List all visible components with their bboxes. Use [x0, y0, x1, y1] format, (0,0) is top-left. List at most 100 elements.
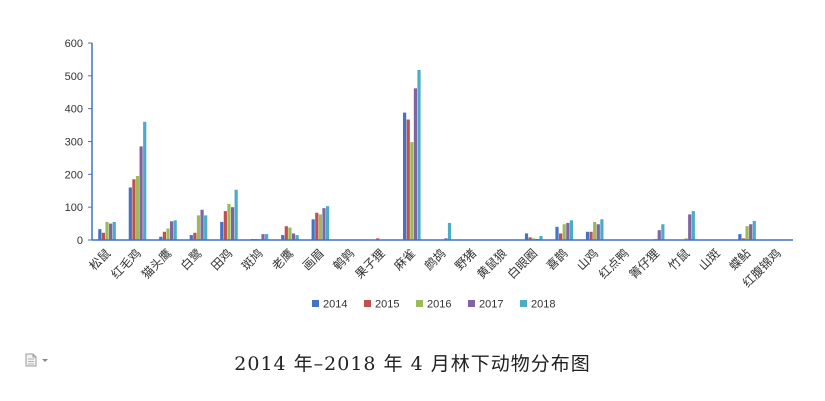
legend-swatch — [520, 300, 527, 307]
bar — [745, 226, 749, 240]
bar — [752, 220, 756, 240]
bar — [566, 222, 570, 240]
x-tick-label: 鹧鸪 — [421, 246, 449, 274]
bar — [139, 146, 143, 240]
bar — [741, 238, 746, 240]
bar — [109, 223, 113, 240]
bar — [101, 232, 106, 240]
legend-label: 2015 — [375, 299, 399, 311]
bar — [684, 238, 688, 240]
x-tick-label: 喜鹊 — [544, 246, 571, 273]
bar — [403, 112, 407, 240]
bar — [444, 238, 448, 240]
bar — [691, 211, 695, 240]
bar — [135, 175, 140, 240]
bar — [261, 234, 265, 240]
bar — [166, 228, 170, 240]
bar — [528, 237, 532, 240]
y-tick-label: 600 — [65, 38, 83, 50]
bar — [295, 235, 299, 240]
x-tick-label: 蝶鲇 — [726, 246, 754, 274]
x-tick-label: 红点鸭 — [595, 246, 631, 282]
x-tick-label: 山斑 — [696, 246, 723, 273]
legend-swatch — [364, 300, 371, 307]
bar — [311, 219, 315, 240]
y-tick-label: 0 — [77, 235, 83, 247]
legend-label: 2018 — [531, 299, 555, 311]
bar — [532, 238, 536, 240]
bar — [596, 224, 600, 240]
legend-label: 2014 — [323, 299, 347, 311]
bar — [223, 211, 227, 240]
bar — [589, 231, 593, 240]
bar — [230, 207, 235, 240]
bar — [325, 206, 330, 240]
bar — [291, 233, 296, 240]
legend-label: 2016 — [427, 299, 451, 311]
bar — [281, 235, 285, 240]
bar — [173, 220, 177, 240]
bar — [315, 212, 319, 240]
bar — [318, 214, 322, 240]
bar — [169, 221, 174, 240]
bar — [196, 215, 201, 240]
bar — [234, 189, 238, 240]
bar — [265, 234, 269, 240]
bar — [539, 236, 543, 240]
bar — [562, 224, 566, 240]
bar — [288, 227, 292, 240]
bar — [284, 226, 288, 240]
y-tick-label: 400 — [65, 104, 83, 116]
x-tick-label: 斑鸠 — [239, 246, 266, 273]
legend-label: 2017 — [479, 299, 503, 311]
y-tick-label: 100 — [65, 202, 83, 214]
bar — [159, 236, 163, 240]
legend: 2014 2015 2016 2017 2018 — [312, 299, 555, 311]
bar — [128, 187, 132, 240]
bar-series-group — [98, 69, 756, 240]
x-tick-label: 鹌鹑 — [330, 246, 358, 274]
x-tick-label: 红毛鸡 — [108, 246, 144, 282]
bar — [559, 233, 563, 240]
bar — [688, 214, 692, 240]
bar — [447, 222, 452, 240]
x-tick-label: 画眉 — [300, 246, 327, 273]
legend-swatch — [312, 300, 319, 307]
x-tick-label: 黄鼠狼 — [474, 246, 510, 282]
bar — [417, 69, 421, 240]
bar — [661, 224, 665, 240]
bar — [593, 221, 597, 240]
bar — [143, 121, 147, 240]
x-tick-label: 竹鼠 — [666, 246, 693, 273]
bar — [585, 231, 590, 240]
bar — [376, 238, 380, 240]
bar — [555, 226, 559, 240]
bar — [413, 88, 418, 240]
y-tick-label: 500 — [65, 71, 83, 83]
bar — [112, 221, 116, 240]
y-tick-label: 300 — [65, 137, 83, 149]
bar — [105, 221, 109, 240]
bar — [227, 203, 231, 240]
x-tick-label: 老鹰 — [269, 246, 297, 274]
bar — [98, 229, 102, 240]
document-icon[interactable] — [24, 352, 54, 367]
bar — [193, 232, 197, 240]
legend-swatch — [468, 300, 475, 307]
bar — [657, 230, 661, 240]
bar — [600, 219, 604, 240]
bar — [406, 119, 410, 240]
bar — [738, 234, 742, 240]
x-tick-label: 白鹭 — [177, 246, 205, 274]
bar — [524, 233, 529, 240]
x-tick-label: 白眼圈 — [504, 246, 540, 282]
bar — [204, 215, 208, 240]
bar — [220, 221, 224, 240]
figure-caption: 2014 年–2018 年 4 月林下动物分布图 — [234, 353, 591, 375]
legend-swatch — [416, 300, 423, 307]
x-tick-label: 田鸡 — [208, 246, 236, 274]
bar — [569, 220, 574, 240]
x-tick-label: 山鸡 — [573, 246, 601, 274]
